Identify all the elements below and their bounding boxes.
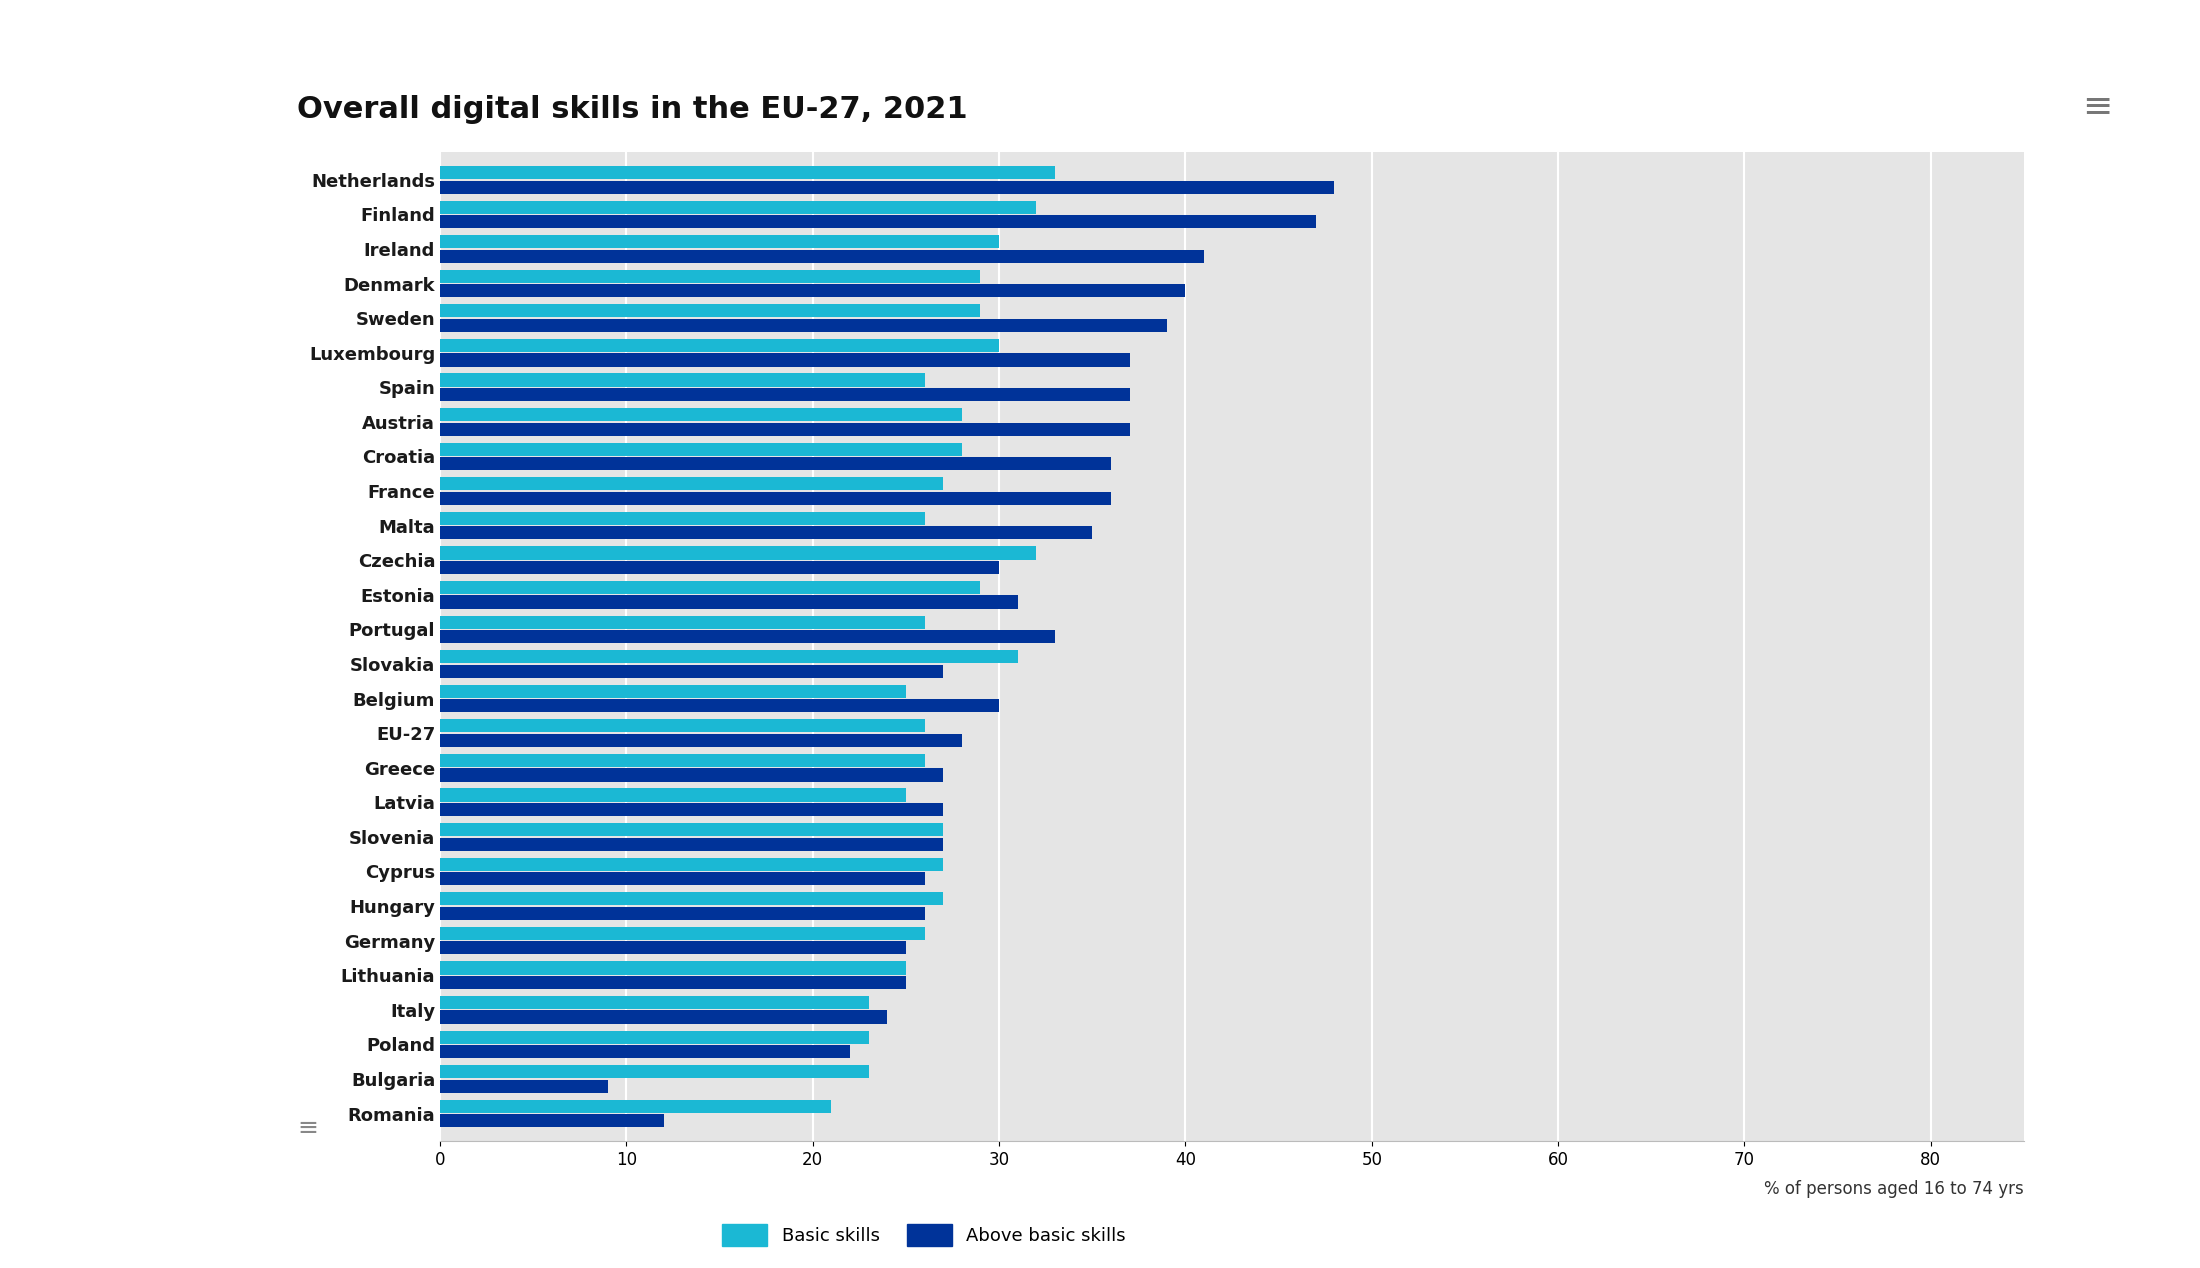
Bar <box>440 560 999 574</box>
Bar <box>440 823 944 836</box>
Bar <box>440 927 924 940</box>
Bar <box>440 699 999 713</box>
Bar <box>440 1045 849 1059</box>
Bar <box>440 422 1129 436</box>
Bar <box>440 512 924 525</box>
Text: ≡: ≡ <box>297 1116 319 1140</box>
Bar <box>440 547 1036 559</box>
Bar <box>440 526 1091 539</box>
Bar <box>440 284 1186 298</box>
Bar <box>440 216 1316 228</box>
Bar <box>440 995 869 1009</box>
Bar <box>440 857 944 871</box>
Bar <box>440 200 1036 214</box>
Bar <box>440 1065 869 1078</box>
Bar <box>440 388 1129 401</box>
Bar <box>440 408 961 421</box>
Bar <box>440 976 906 989</box>
Bar <box>440 318 1166 332</box>
Bar <box>440 581 981 595</box>
Bar <box>440 250 1203 262</box>
Bar <box>440 492 1111 505</box>
Bar <box>440 477 944 491</box>
Bar <box>440 458 1111 470</box>
Bar <box>440 789 906 801</box>
Bar <box>440 354 1129 366</box>
Bar <box>440 1099 832 1113</box>
Bar <box>440 1115 664 1127</box>
Bar <box>440 270 981 283</box>
Bar <box>440 180 1335 194</box>
Bar <box>440 872 924 885</box>
Bar <box>440 803 944 817</box>
Bar <box>440 754 924 767</box>
Bar <box>440 961 906 975</box>
Bar <box>440 768 944 781</box>
Bar <box>440 685 906 697</box>
Bar <box>440 1011 887 1023</box>
Bar <box>440 615 924 629</box>
Bar <box>440 235 999 249</box>
Bar <box>440 907 924 919</box>
Bar <box>440 734 961 747</box>
Bar <box>440 719 924 733</box>
Bar <box>440 443 961 455</box>
Bar <box>440 596 1019 609</box>
Bar <box>440 630 1056 643</box>
Bar <box>440 1079 607 1093</box>
Bar <box>440 304 981 317</box>
Bar <box>440 838 944 851</box>
Bar <box>440 166 1056 179</box>
Bar <box>440 650 1019 663</box>
Bar <box>440 941 906 955</box>
Text: ≡: ≡ <box>2081 89 2112 123</box>
Text: Overall digital skills in the EU-27, 2021: Overall digital skills in the EU-27, 202… <box>297 95 968 124</box>
Bar <box>440 374 924 387</box>
Legend: Basic skills, Above basic skills: Basic skills, Above basic skills <box>722 1225 1126 1246</box>
Bar <box>440 339 999 353</box>
X-axis label: % of persons aged 16 to 74 yrs: % of persons aged 16 to 74 yrs <box>1764 1181 2024 1198</box>
Bar <box>440 1031 869 1044</box>
Bar <box>440 893 944 905</box>
Bar <box>440 664 944 678</box>
